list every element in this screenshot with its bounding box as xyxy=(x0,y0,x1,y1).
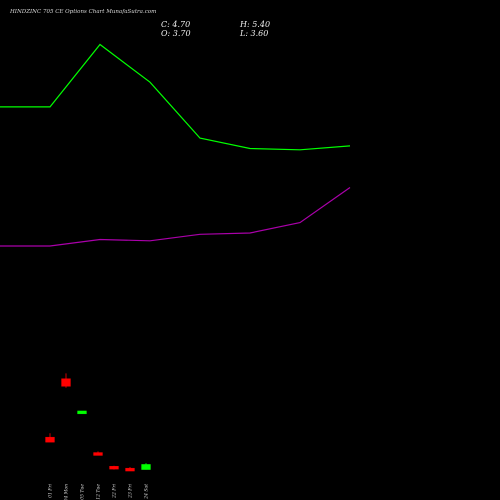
high-value: H: 5.40 xyxy=(240,20,271,29)
candle-down xyxy=(125,467,135,472)
x-tick-label: 23 Fri xyxy=(128,483,134,498)
x-tick-label: 24 Sat xyxy=(144,484,150,500)
candle-down xyxy=(93,452,103,456)
series-line-2 xyxy=(0,187,351,247)
x-tick-label: 01 Fri xyxy=(48,483,54,497)
chart-title: HINDZINC 705 CE Options Chart MunafaSutr… xyxy=(10,9,157,15)
open-value: O: 3.70 xyxy=(161,29,191,38)
candle-down xyxy=(61,378,71,387)
low-value: L: 3.60 xyxy=(240,29,269,38)
x-tick-label: 05 Tue xyxy=(80,484,86,500)
series-line-1 xyxy=(0,43,351,151)
close-value: C: 4.70 xyxy=(161,20,191,29)
candle-up xyxy=(141,464,151,470)
candle-up xyxy=(77,410,87,415)
candle-down xyxy=(109,465,119,470)
x-tick-label: 04 Mon xyxy=(64,484,70,500)
x-tick-label: 22 Fri xyxy=(112,483,118,498)
x-tick-label: 12 Tue xyxy=(96,484,102,500)
candle-down xyxy=(45,436,55,443)
